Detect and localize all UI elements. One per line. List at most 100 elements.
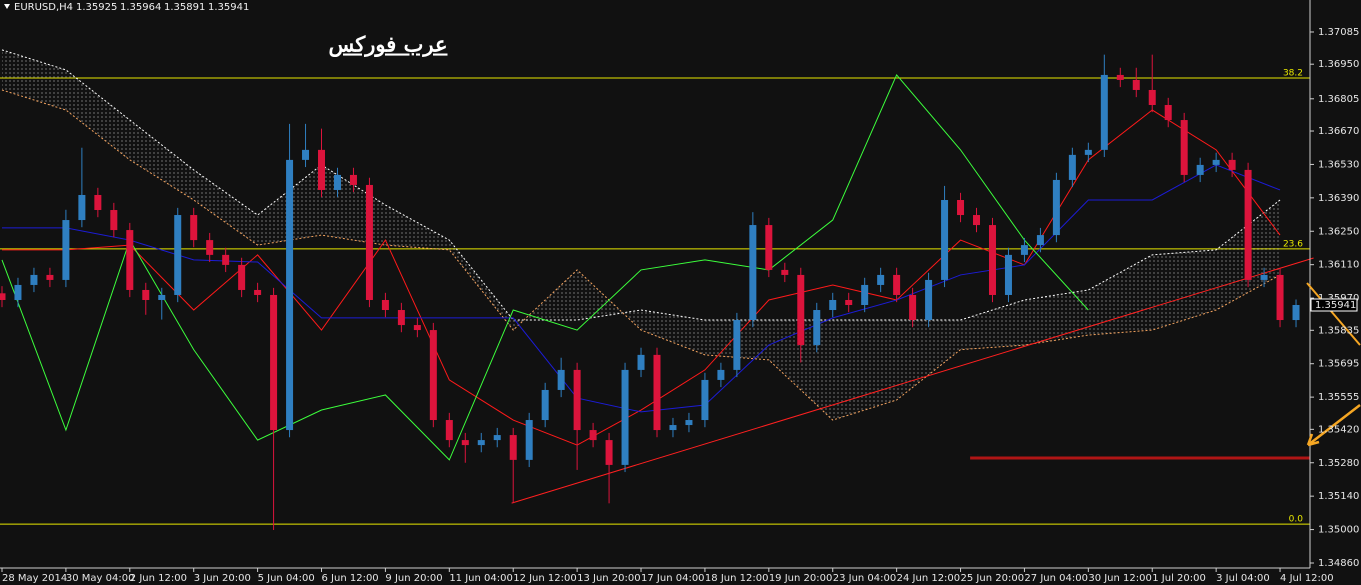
- candle-body: [1180, 120, 1188, 175]
- current-price: 1.35941: [1315, 300, 1356, 311]
- candle-body: [397, 310, 405, 326]
- candle-body: [957, 199, 965, 216]
- candle-body: [142, 289, 150, 300]
- header-open: 1.35925: [76, 2, 117, 13]
- plot: 38.2 23.6 0.0: [0, 49, 1314, 531]
- watermark: عرب فوركس: [329, 32, 448, 58]
- y-tick-label: 1.36805: [1318, 94, 1359, 105]
- candle-body: [893, 274, 901, 295]
- x-tick-label: 6 Jun 12:00: [322, 573, 379, 584]
- candle-body: [909, 294, 917, 321]
- x-tick-label: 4 Jul 12:00: [1280, 573, 1334, 584]
- y-tick-label: 1.35835: [1318, 325, 1359, 336]
- candle-body: [669, 425, 677, 431]
- y-tick-label: 1.34860: [1318, 558, 1359, 569]
- candle-body: [365, 184, 373, 300]
- candle-body: [349, 174, 357, 185]
- candle-body: [621, 369, 629, 465]
- candle-body: [94, 194, 102, 211]
- x-tick-label: 18 Jun 12:00: [705, 573, 769, 584]
- y-tick-label: 1.36950: [1318, 59, 1359, 70]
- x-tick-label: 9 Jun 20:00: [385, 573, 442, 584]
- candle-body: [30, 274, 38, 285]
- x-tick-label: 30 Jun 12:00: [1088, 573, 1152, 584]
- candle-body: [1148, 89, 1156, 106]
- candle-body: [1292, 305, 1300, 321]
- candle-body: [988, 225, 996, 295]
- candle-body: [765, 225, 773, 270]
- y-tick-label: 1.35695: [1318, 359, 1359, 370]
- x-tick-label: 5 Jun 04:00: [258, 573, 315, 584]
- candle-body: [477, 440, 485, 446]
- indicator-line: [1, 89, 1281, 421]
- header-close: 1.35941: [208, 2, 249, 13]
- candle-body: [973, 215, 981, 226]
- candle-body: [286, 159, 294, 431]
- x-tick-label: 12 Jun 12:00: [513, 573, 577, 584]
- candle-body: [941, 199, 949, 280]
- candle-body: [557, 369, 565, 390]
- y-tick-label: 1.37085: [1318, 27, 1359, 38]
- candle-body: [14, 284, 22, 300]
- fib-label: 38.2: [1283, 69, 1303, 79]
- candle-body: [829, 299, 837, 311]
- candle-body: [1260, 274, 1268, 280]
- candle-body: [1100, 74, 1108, 150]
- fib-label: 0.0: [1289, 515, 1304, 525]
- price-label-box: [1310, 298, 1358, 312]
- indicator-line: [1, 74, 1089, 461]
- candle-body: [1276, 274, 1284, 321]
- candle-body: [429, 330, 437, 421]
- menu-icon[interactable]: [4, 4, 10, 9]
- candle-body: [861, 284, 869, 306]
- candle-body: [925, 279, 933, 321]
- x-tick-label: 25 Jun 20:00: [961, 573, 1025, 584]
- candle-body: [637, 354, 645, 370]
- x-tick-label: 19 Jun 20:00: [769, 573, 833, 584]
- x-tick-label: 28 May 2014: [2, 573, 67, 584]
- candle-body: [46, 274, 54, 280]
- candle-body: [797, 274, 805, 346]
- x-tick-label: 24 Jun 12:00: [897, 573, 961, 584]
- header-low: 1.35891: [164, 2, 205, 13]
- candle-body: [1212, 159, 1220, 165]
- candle-body: [1036, 235, 1044, 246]
- indicator-line: [1, 164, 1281, 413]
- y-tick-label: 1.35420: [1318, 424, 1359, 435]
- candle-body: [1020, 245, 1028, 255]
- candle-body: [701, 379, 709, 421]
- candle-body: [589, 430, 597, 441]
- candle-body: [573, 369, 581, 431]
- candle-body: [1228, 159, 1236, 170]
- candle-body: [605, 440, 613, 465]
- x-tick-label: 11 Jun 04:00: [449, 573, 513, 584]
- x-tick-label: 3 Jun 20:00: [194, 573, 251, 584]
- candle-body: [333, 174, 341, 190]
- candle-body: [126, 230, 134, 290]
- candle-body: [445, 420, 453, 441]
- trend-line: [511, 257, 1314, 504]
- candle-body: [685, 420, 693, 426]
- arrow: [1306, 282, 1361, 346]
- cloud-fill: [1, 49, 1281, 421]
- symbol: EURUSD,H4: [14, 2, 73, 13]
- candle-body: [222, 254, 230, 265]
- x-tick-label: 30 May 04:00: [66, 573, 135, 584]
- y-tick-label: 1.35000: [1318, 525, 1359, 536]
- y-tick-label: 1.36250: [1318, 226, 1359, 237]
- candle-body: [1084, 149, 1092, 155]
- candle-body: [1068, 154, 1076, 180]
- candle-body: [318, 149, 326, 190]
- y-tick-label: 1.36390: [1318, 193, 1359, 204]
- x-tick-label: 2 Jun 12:00: [130, 573, 187, 584]
- fib-label: 23.6: [1283, 239, 1303, 249]
- candle-body: [238, 264, 246, 290]
- candle-body: [461, 440, 469, 446]
- x-tick-label: 27 Jun 04:00: [1024, 573, 1088, 584]
- header-high: 1.35964: [120, 2, 161, 13]
- candle-body: [302, 149, 310, 160]
- candle-body: [877, 274, 885, 285]
- candle-body: [270, 294, 278, 431]
